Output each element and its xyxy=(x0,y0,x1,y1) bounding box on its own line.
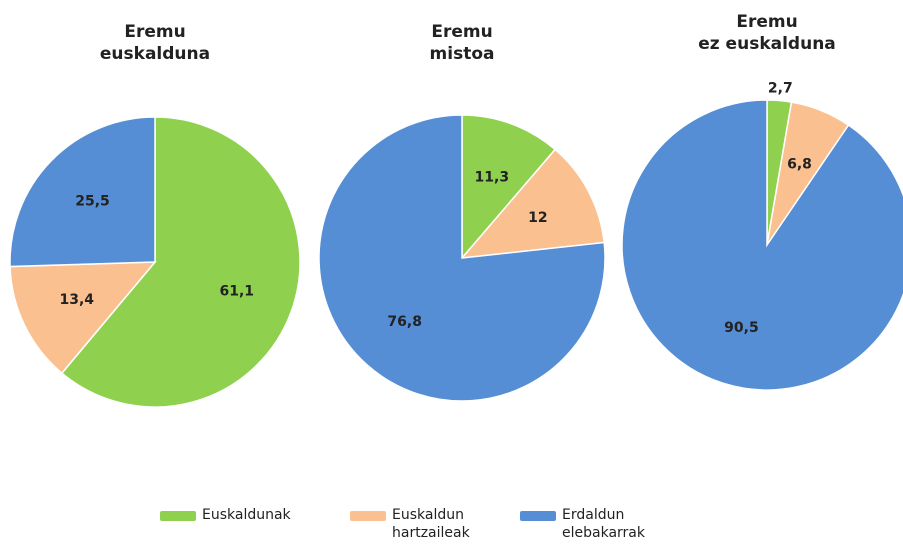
chart-title: Eremu xyxy=(431,22,492,42)
pie-slice xyxy=(460,148,605,259)
data-label: 2,7 xyxy=(768,81,793,97)
chart-title: ez euskalduna xyxy=(698,34,836,54)
legend-item: Euskaldun hartzaileak xyxy=(350,506,502,542)
legend-label: Erdaldun elebakarrak xyxy=(562,507,645,541)
data-label: 13,4 xyxy=(59,292,94,308)
chart-title: euskalduna xyxy=(100,44,210,64)
pie-slice xyxy=(9,116,156,268)
legend-label: Euskaldunak xyxy=(202,507,291,523)
chart-title: Eremu xyxy=(736,12,797,32)
legend-label: Euskaldun hartzaileak xyxy=(392,507,470,541)
legend-swatch xyxy=(350,511,386,521)
pie-slice xyxy=(318,114,606,402)
data-label: 6,8 xyxy=(787,156,812,172)
data-label: 61,1 xyxy=(219,284,254,300)
pie-slice xyxy=(461,114,557,261)
legend-item: Euskaldunak xyxy=(160,506,332,542)
pie-slice xyxy=(60,116,301,408)
legend-swatch xyxy=(160,511,196,521)
data-label: 12 xyxy=(528,210,547,226)
legend: Euskaldunak Euskaldun hartzaileak Erdaldun… xyxy=(160,506,672,542)
legend-item: Erdaldun elebakarrak xyxy=(520,506,672,542)
data-label: 76,8 xyxy=(387,314,422,330)
legend-swatch xyxy=(520,511,556,521)
pie-slice xyxy=(9,261,157,375)
data-label: 11,3 xyxy=(475,170,510,186)
data-label: 25,5 xyxy=(75,193,110,209)
chart-title: Eremu xyxy=(124,22,185,42)
pie-slice xyxy=(621,99,903,391)
data-label: 90,5 xyxy=(724,320,759,336)
chart-title: mistoa xyxy=(430,44,495,64)
